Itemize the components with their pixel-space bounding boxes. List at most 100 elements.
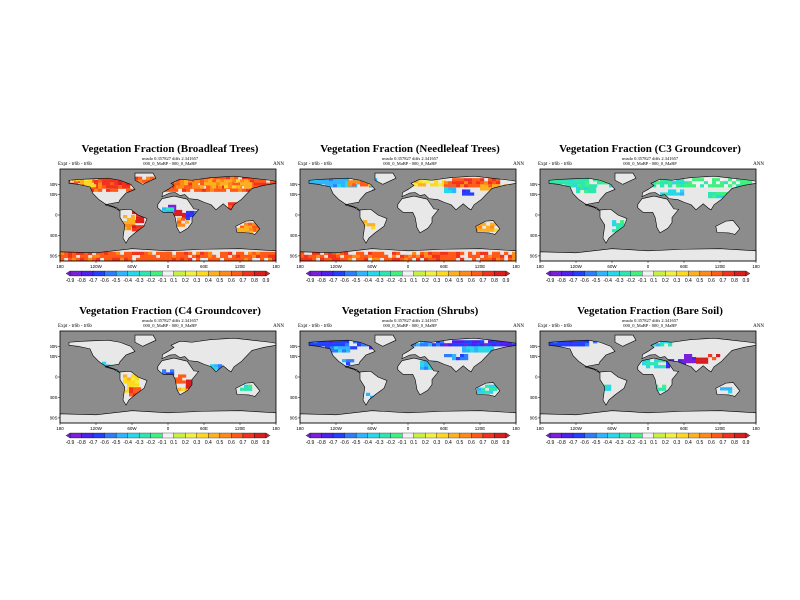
grid-cell [116, 257, 121, 261]
grid-cell [477, 387, 482, 391]
grid-cell [256, 254, 261, 258]
grid-cell [380, 251, 385, 255]
colorbar-level-label: 0.2 [662, 278, 669, 284]
grid-cell [688, 181, 693, 185]
grid-cell [186, 216, 191, 221]
panel-stats: rmsdo 0.357827 diffs 2.341657 000_0_MaBP … [290, 318, 530, 328]
grid-cell [476, 178, 481, 182]
grid-cell [324, 251, 329, 255]
grid-cell [344, 257, 349, 261]
grid-cell [268, 254, 273, 258]
colorbar-level-label: 0.3 [673, 440, 680, 446]
grid-cell [642, 362, 647, 366]
grid-cell [126, 185, 131, 189]
colorbar-swatch [162, 270, 174, 277]
grid-cell [412, 251, 417, 255]
stats-line: rmsdo 0.357827 diffs 2.341657 [381, 318, 439, 323]
colorbar-swatch [630, 432, 643, 439]
lat-tick-label: 0 [55, 213, 58, 218]
grid-cell [360, 257, 365, 261]
lon-tick-label: 180 [56, 264, 64, 269]
grid-cell [328, 254, 333, 258]
grid-cell [452, 354, 457, 358]
colorbar-swatch [104, 270, 117, 277]
grid-cell [108, 257, 113, 261]
colorbar-level-label: -0.1 [638, 278, 647, 284]
panel-expt: Expt - tr6b - tr6b [298, 324, 332, 329]
colorbar-level-label: -0.7 [329, 278, 338, 284]
lon-tick-label: 60W [367, 264, 377, 269]
colorbar-level-label: 0.6 [228, 440, 235, 446]
grid-cell [123, 224, 128, 228]
colorbar-level-label: -0.7 [89, 278, 98, 284]
grid-cell [493, 384, 498, 388]
grid-cell [436, 257, 441, 261]
grid-cell [444, 189, 449, 194]
grid-cell [341, 343, 346, 347]
grid-cell [368, 254, 373, 258]
colorbar-swatch [115, 432, 128, 439]
grid-cell [84, 251, 89, 255]
colorbar-swatch [722, 432, 735, 439]
grid-cell [100, 251, 105, 255]
grid-cell [496, 254, 501, 258]
grid-cell [696, 178, 701, 182]
panel-stats: rmsdo 0.357827 diffs 2.341657 000_0_MaBP … [50, 156, 290, 166]
lon-tick-label: 180 [296, 426, 304, 431]
colorbar-level-label: -0.7 [329, 440, 338, 446]
colorbar-level-label: 0.9 [503, 278, 510, 284]
coastline-greenland [134, 334, 157, 347]
grid-cell [218, 185, 223, 189]
grid-cell [654, 365, 659, 369]
coastline-greenland [134, 172, 157, 185]
grid-cell [321, 181, 326, 185]
grid-cell [116, 254, 121, 258]
grid-cell [254, 182, 259, 186]
grid-cell [240, 257, 245, 261]
grid-cell [584, 186, 589, 191]
lat-tick-label: 0 [535, 213, 538, 218]
grid-cell [700, 178, 705, 182]
colorbar-level-label: -0.9 [66, 440, 75, 446]
grid-cell [88, 257, 93, 261]
grid-cell [456, 254, 461, 258]
grid-cell [168, 251, 173, 255]
grid-cell [420, 343, 425, 347]
colorbar-swatch [332, 270, 345, 277]
grid-cell [224, 257, 229, 261]
grid-cell [500, 257, 505, 261]
grid-cell [565, 340, 570, 344]
grid-cell [654, 359, 659, 363]
lat-tick-label: 60N [290, 182, 298, 187]
grid-cell [668, 181, 673, 185]
sub-line: 000_0_MaBP - 000_0_MaBP [623, 323, 677, 328]
grid-cell [668, 189, 673, 193]
coastline-samerica [119, 371, 148, 406]
grid-cell [484, 343, 489, 347]
grid-cell [132, 251, 137, 255]
colorbar-level-label: 0.3 [673, 278, 680, 284]
grid-cell [508, 254, 513, 258]
grid-cell [80, 181, 85, 185]
colorbar-level-label: -0.3 [375, 440, 384, 446]
grid-cell [704, 178, 709, 182]
grid-cell [112, 257, 117, 261]
grid-cell [248, 254, 253, 258]
grid-cell [576, 186, 581, 191]
lat-tick-label: 80S [290, 253, 298, 258]
grid-cell [312, 257, 317, 261]
grid-cell [420, 251, 425, 255]
grid-cell [126, 182, 131, 186]
grid-cell [142, 179, 147, 183]
colorbar-swatch [459, 432, 472, 439]
colorbar-swatch [196, 432, 209, 439]
land-greenland [375, 173, 396, 185]
grid-cell [313, 343, 318, 347]
grid-cell [342, 346, 347, 350]
grid-cell [400, 257, 405, 261]
coastline-namerica [548, 339, 616, 374]
panel-season: ANN [513, 162, 524, 167]
lon-tick-label: 60W [367, 426, 377, 431]
colorbar-level-label: 0.2 [182, 440, 189, 446]
